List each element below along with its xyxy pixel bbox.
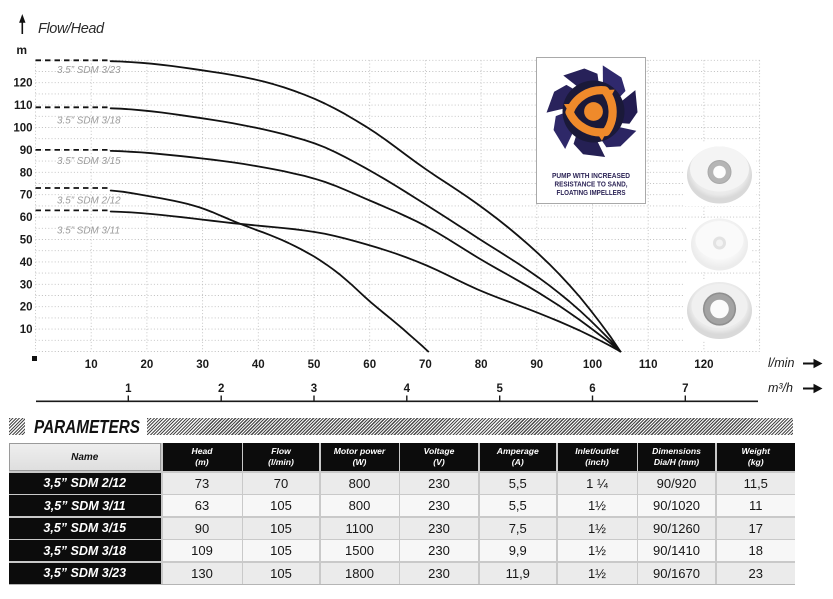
svg-text:4: 4	[404, 383, 411, 395]
svg-text:70: 70	[419, 359, 432, 371]
svg-text:40: 40	[252, 359, 265, 371]
svg-text:120: 120	[694, 359, 713, 371]
svg-text:100: 100	[583, 359, 602, 371]
svg-text:m³/h: m³/h	[768, 381, 793, 395]
svg-text:110: 110	[14, 100, 33, 112]
svg-text:60: 60	[20, 212, 33, 224]
svg-text:90: 90	[530, 359, 543, 371]
svg-text:50: 50	[308, 359, 321, 371]
svg-text:20: 20	[20, 302, 33, 314]
svg-text:3.5” SDM 3/23: 3.5” SDM 3/23	[57, 65, 121, 76]
svg-text:40: 40	[20, 257, 33, 269]
svg-text:20: 20	[141, 359, 154, 371]
svg-text:2: 2	[218, 383, 224, 395]
svg-text:3.5” SDM 2/12: 3.5” SDM 2/12	[57, 196, 121, 207]
svg-text:30: 30	[20, 279, 33, 291]
svg-text:7: 7	[682, 383, 688, 395]
svg-text:m: m	[16, 43, 27, 57]
svg-text:10: 10	[85, 359, 98, 371]
svg-text:90: 90	[20, 145, 33, 157]
svg-text:3.5” SDM 3/15: 3.5” SDM 3/15	[57, 156, 121, 167]
svg-text:FLOATING IMPELLERS: FLOATING IMPELLERS	[557, 188, 626, 197]
svg-text:10: 10	[20, 324, 33, 336]
svg-text:30: 30	[196, 359, 209, 371]
svg-text:1: 1	[125, 383, 132, 395]
svg-text:l/min: l/min	[768, 356, 794, 370]
svg-text:110: 110	[639, 359, 658, 371]
svg-text:RESISTANCE TO SAND,: RESISTANCE TO SAND,	[555, 180, 628, 189]
svg-text:3: 3	[311, 383, 317, 395]
svg-text:120: 120	[13, 78, 32, 90]
svg-text:PUMP WITH INCREASED: PUMP WITH INCREASED	[552, 171, 630, 180]
svg-text:60: 60	[363, 359, 376, 371]
svg-text:3.5” SDM 3/11: 3.5” SDM 3/11	[57, 226, 120, 237]
svg-text:80: 80	[475, 359, 488, 371]
svg-text:50: 50	[20, 235, 33, 247]
svg-text:100: 100	[13, 123, 32, 135]
svg-text:70: 70	[20, 190, 33, 202]
svg-text:80: 80	[20, 167, 33, 179]
svg-text:5: 5	[496, 383, 503, 395]
svg-text:6: 6	[589, 383, 595, 395]
svg-text:3.5” SDM 3/18: 3.5” SDM 3/18	[57, 115, 121, 126]
svg-text:Flow/Head: Flow/Head	[38, 21, 105, 37]
